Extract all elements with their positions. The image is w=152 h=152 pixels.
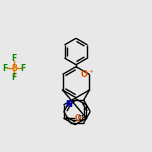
Text: CH: CH (78, 116, 88, 121)
Text: F: F (11, 73, 16, 82)
Text: O: O (81, 70, 88, 79)
Text: +: + (88, 69, 93, 74)
Text: O: O (75, 114, 81, 123)
Text: F: F (11, 54, 16, 63)
Text: 3: 3 (81, 117, 84, 122)
Text: F: F (20, 64, 25, 73)
Text: B: B (11, 64, 17, 73)
Text: N: N (66, 100, 73, 109)
Text: F: F (2, 64, 8, 73)
